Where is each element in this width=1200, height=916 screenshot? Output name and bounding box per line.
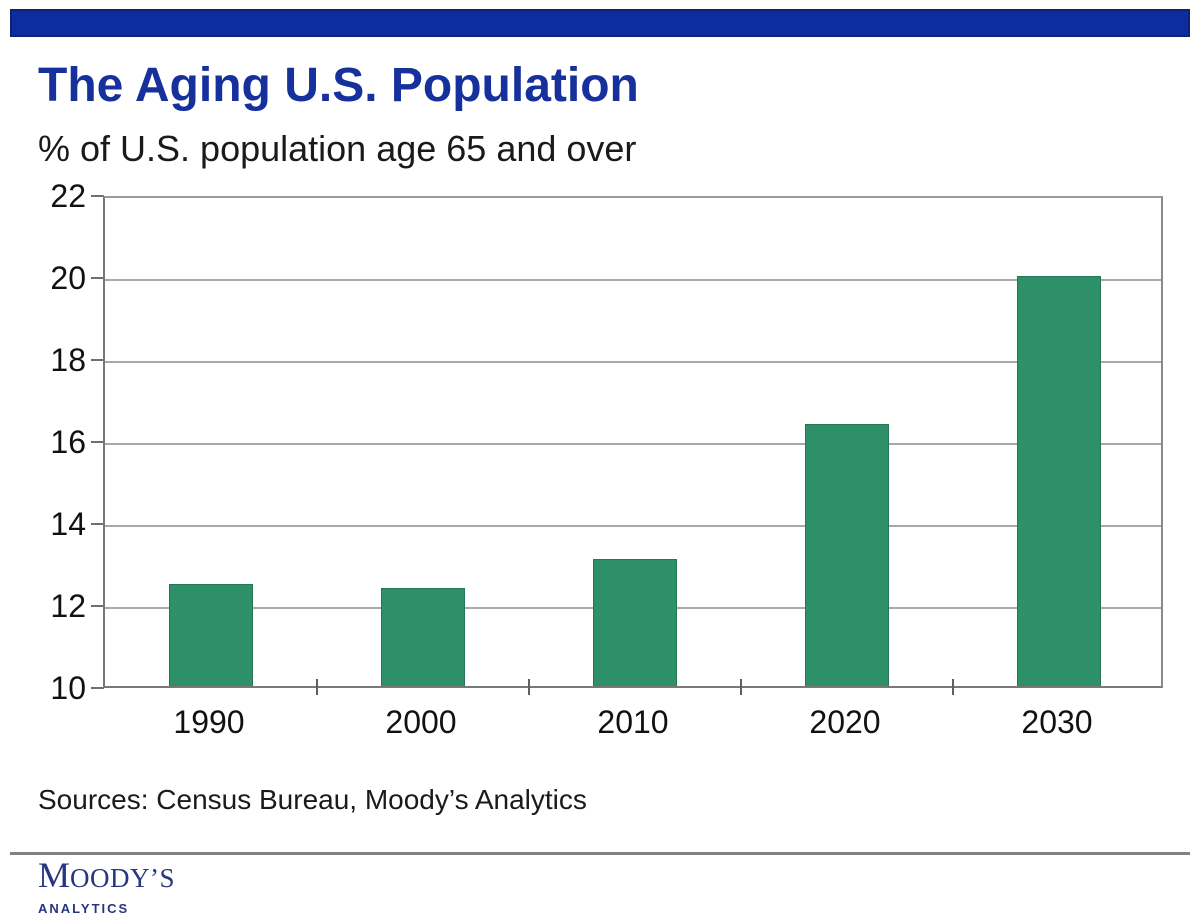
bar-2030 <box>1017 276 1101 686</box>
chart-subtitle: % of U.S. population age 65 and over <box>38 128 637 169</box>
moodys-logo: MOODY’S ANALYTICS <box>38 855 176 916</box>
gridline <box>105 607 1161 609</box>
y-axis-tick-label: 18 <box>50 342 86 378</box>
plot-area <box>103 196 1163 695</box>
x-axis-tick-label: 2010 <box>597 704 669 740</box>
gridline <box>105 525 1161 527</box>
x-axis-tick <box>316 679 318 695</box>
logo-rest: OODY’S <box>70 863 176 893</box>
x-axis-tick-label: 2000 <box>385 704 457 740</box>
gridline <box>105 279 1161 281</box>
x-axis-tick <box>528 679 530 695</box>
x-axis-tick <box>952 679 954 695</box>
bar-2010 <box>593 558 677 686</box>
bar-2000 <box>381 587 465 686</box>
gridline <box>105 361 1161 363</box>
y-axis-tick <box>91 523 104 525</box>
y-axis-tick-label: 14 <box>50 506 86 542</box>
sources-note: Sources: Census Bureau, Moody’s Analytic… <box>38 784 587 815</box>
gridline <box>105 443 1161 445</box>
logo-initial: M <box>38 855 71 895</box>
top-accent-bar <box>10 9 1190 37</box>
y-axis-tick-label: 22 <box>50 178 86 214</box>
footer-divider <box>10 852 1190 855</box>
x-axis-tick-label: 1990 <box>173 704 245 740</box>
y-axis-tick-label: 12 <box>50 588 86 624</box>
x-axis-tick-label: 2030 <box>1021 704 1093 740</box>
x-axis-tick <box>740 679 742 695</box>
y-axis-tick-label: 16 <box>50 424 86 460</box>
bar-1990 <box>169 583 253 686</box>
logo-analytics-label: ANALYTICS <box>38 901 130 916</box>
y-axis-tick <box>91 195 104 197</box>
y-axis-tick <box>91 359 104 361</box>
moodys-wordmark: MOODY’S <box>38 855 176 900</box>
bar-2020 <box>805 423 889 686</box>
y-axis-tick <box>91 277 104 279</box>
y-axis-tick-label: 20 <box>50 260 86 296</box>
page-title: The Aging U.S. Population <box>38 59 639 112</box>
y-axis-tick <box>91 605 104 607</box>
y-axis-tick-label: 10 <box>50 670 86 706</box>
y-axis-tick <box>91 441 104 443</box>
y-axis-tick <box>91 687 104 689</box>
x-axis-tick-label: 2020 <box>809 704 881 740</box>
